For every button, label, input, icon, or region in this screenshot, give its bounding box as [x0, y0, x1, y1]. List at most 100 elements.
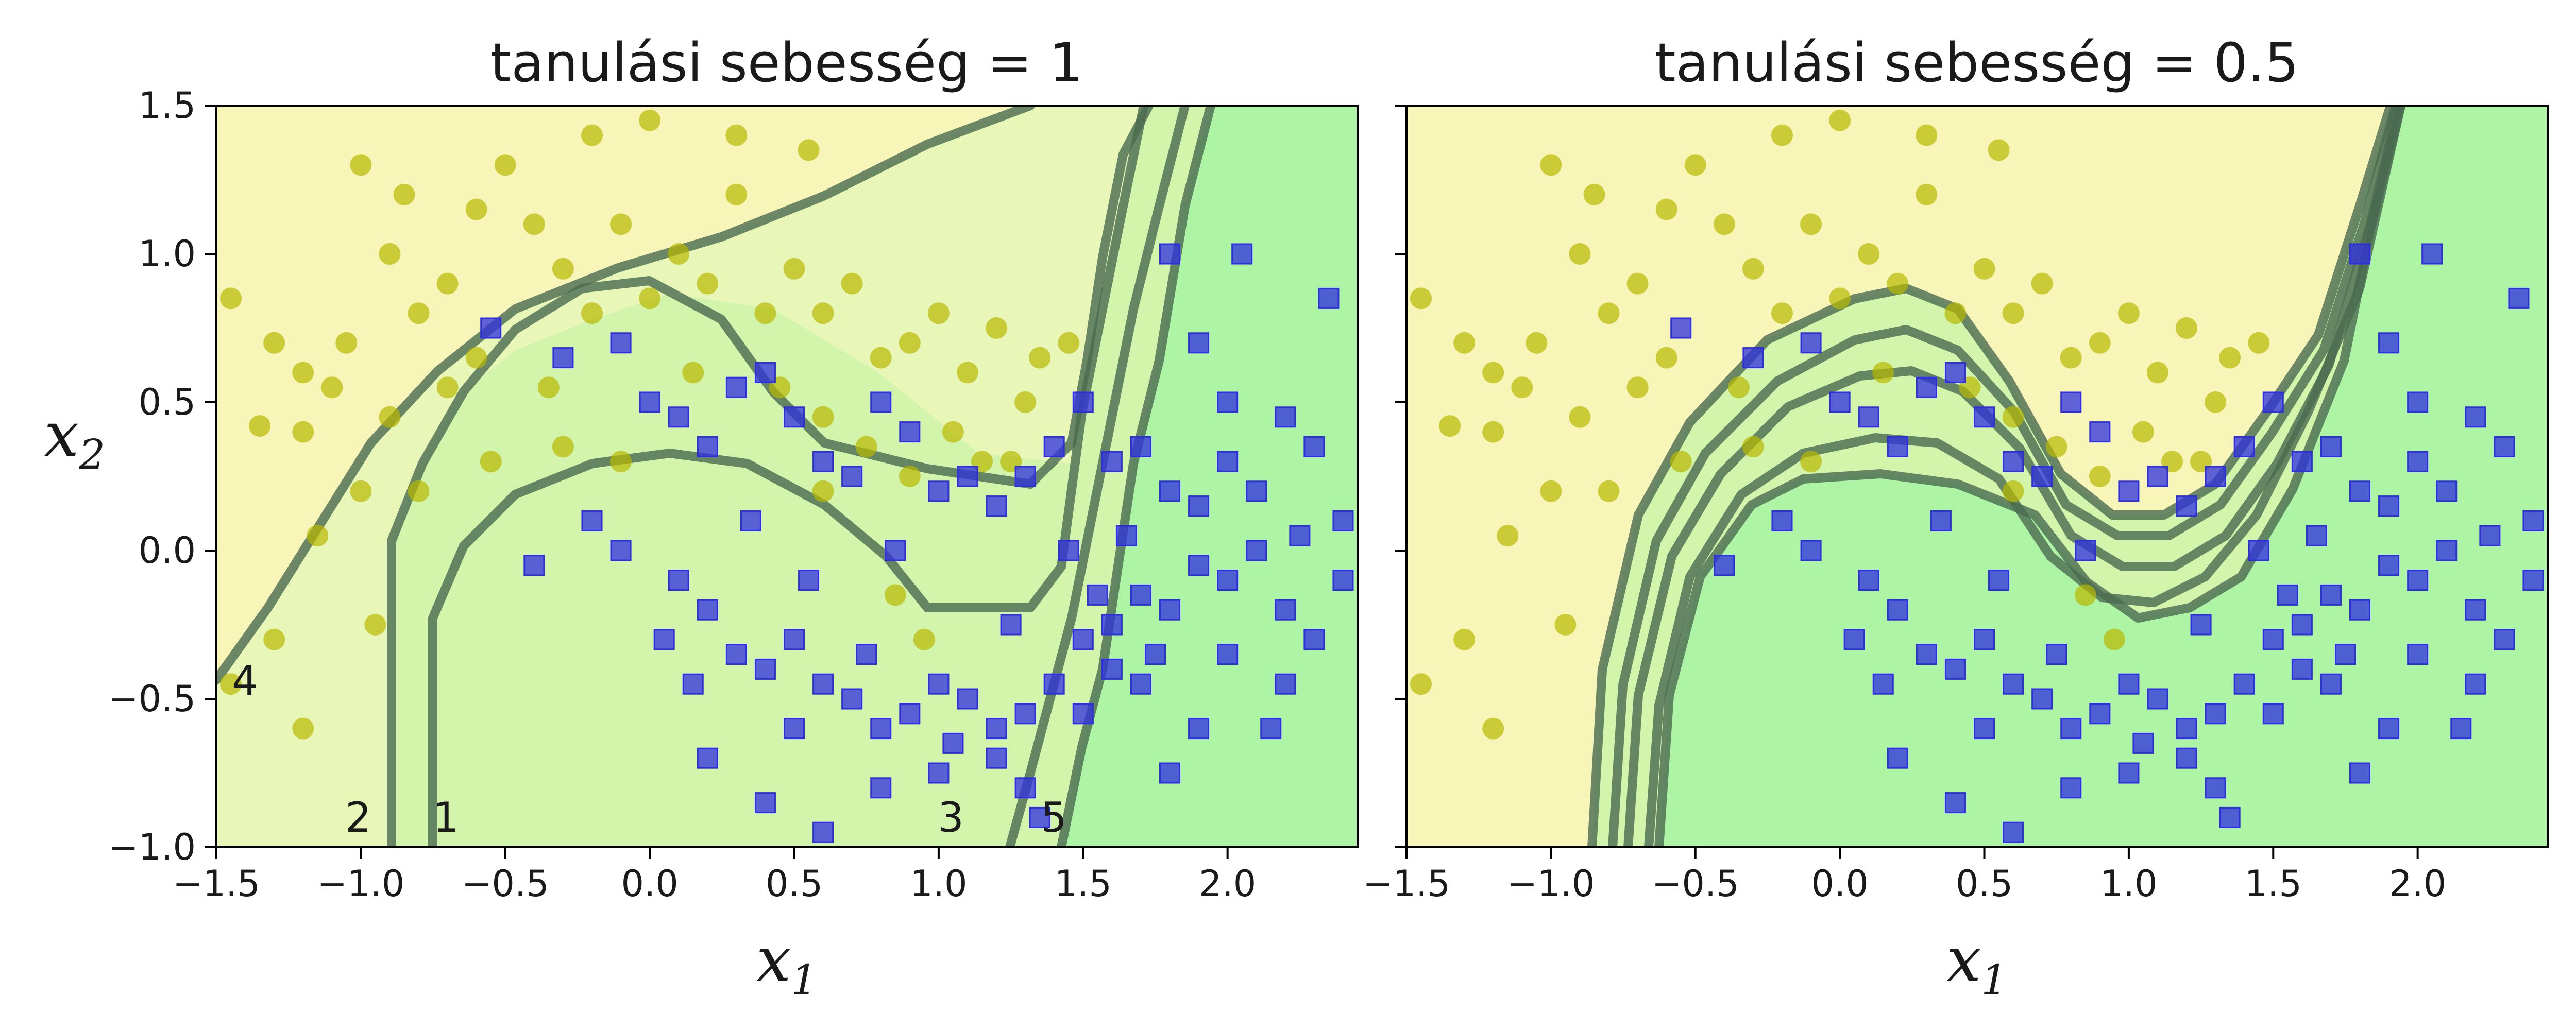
data-point-square: [639, 391, 660, 413]
data-point-square: [2465, 599, 2486, 621]
data-point-circle: [1482, 421, 1504, 443]
data-point-circle: [2060, 347, 2082, 369]
data-point-circle: [1858, 243, 1880, 265]
data-point-square: [1829, 391, 1851, 413]
data-point-square: [1043, 673, 1065, 695]
data-point-circle: [1410, 673, 1432, 695]
data-point-circle: [1439, 415, 1461, 437]
data-point-square: [2060, 391, 2082, 413]
data-point-circle: [1829, 109, 1851, 131]
data-point-circle: [1014, 391, 1037, 413]
data-point-square: [870, 777, 892, 799]
data-point-square: [610, 332, 632, 354]
data-point-square: [2508, 287, 2530, 309]
data-point-square: [784, 629, 805, 650]
data-points: [220, 109, 1354, 843]
data-point-circle: [2176, 317, 2198, 339]
data-point-circle: [870, 347, 892, 369]
data-point-circle: [1453, 332, 1476, 354]
data-point-square: [1058, 540, 1079, 561]
data-point-circle: [610, 451, 632, 473]
data-point-square: [1101, 451, 1123, 472]
data-point-square: [1988, 570, 2010, 591]
data-point-circle: [812, 406, 834, 428]
region-4: [1061, 106, 1358, 847]
data-point-circle: [1988, 139, 2010, 161]
data-point-square: [928, 673, 950, 695]
data-point-square: [2465, 673, 2486, 695]
y-tick-label: −0.5: [108, 678, 196, 720]
data-point-circle: [1944, 302, 1967, 324]
data-point-circle: [249, 415, 271, 437]
data-point-circle: [1829, 287, 1851, 310]
data-point-square: [1043, 436, 1065, 457]
data-point-square: [480, 317, 502, 339]
data-point-square: [552, 347, 574, 369]
data-point-square: [523, 555, 545, 576]
data-point-square: [1130, 584, 1151, 606]
data-point-square: [1944, 362, 1966, 383]
contour-label-3: 3: [938, 794, 964, 842]
data-point-square: [1115, 525, 1137, 546]
data-point-square: [2003, 451, 2024, 472]
x-tick-label: −1.5: [173, 863, 260, 905]
data-point-square: [1800, 540, 1822, 561]
data-point-square: [2089, 703, 2111, 725]
data-point-square: [1944, 792, 1966, 814]
data-point-circle: [2146, 362, 2168, 384]
x-tick-label: 0.5: [1956, 863, 2013, 905]
data-point-square: [2176, 718, 2197, 740]
contour-5: [1057, 106, 1215, 847]
data-point-circle: [798, 139, 820, 161]
contour-1: [428, 106, 1148, 847]
data-point-circle: [725, 124, 748, 146]
data-point-square: [899, 703, 921, 725]
data-point-square: [2334, 644, 2356, 665]
x-axis-label: x1: [756, 924, 818, 1004]
data-point-square: [1217, 391, 1239, 413]
data-point-circle: [552, 258, 574, 280]
x-tick-label: 1.0: [2100, 863, 2157, 905]
data-point-square: [2291, 658, 2313, 680]
data-point-circle: [465, 198, 487, 220]
data-point-circle: [379, 243, 401, 265]
data-point-square: [2378, 555, 2400, 576]
data-point-square: [1246, 540, 1267, 561]
data-point-circle: [494, 154, 516, 176]
data-point-square: [610, 540, 632, 561]
data-point-square: [2190, 614, 2212, 636]
x-axis-label: x1: [1946, 924, 2008, 1004]
y-axis-label: x2: [44, 399, 106, 478]
data-point-square: [2494, 436, 2515, 457]
data-point-square: [2349, 599, 2371, 621]
data-point-square: [697, 747, 718, 769]
data-point-square: [2147, 466, 2168, 487]
data-point-circle: [1029, 347, 1051, 369]
data-point-circle: [2248, 332, 2270, 354]
data-point-square: [2089, 421, 2111, 443]
data-point-square: [1289, 525, 1311, 546]
data-point-square: [2320, 673, 2342, 695]
data-point-square: [1944, 658, 1966, 680]
data-point-square: [2248, 540, 2269, 561]
data-point-square: [754, 792, 776, 814]
data-point-circle: [697, 272, 719, 295]
chart-title: tanulási sebesség = 1: [490, 31, 1083, 94]
plot-frame: [1405, 105, 2549, 848]
data-point-circle: [986, 317, 1008, 339]
data-point-circle: [783, 258, 805, 280]
contour-label-5: 5: [1041, 794, 1067, 842]
data-point-circle: [2074, 584, 2096, 606]
data-point-square: [2262, 391, 2284, 413]
y-tick-label: 1.5: [139, 84, 196, 127]
data-point-square: [581, 510, 603, 531]
data-point-circle: [2031, 272, 2053, 295]
data-point-square: [885, 540, 906, 561]
data-point-square: [653, 629, 675, 650]
data-point-square: [798, 570, 820, 591]
data-point-square: [1159, 762, 1181, 784]
data-point-square: [1843, 629, 1865, 650]
data-point-square: [841, 688, 863, 710]
x-tick-label: −1.0: [317, 863, 404, 905]
